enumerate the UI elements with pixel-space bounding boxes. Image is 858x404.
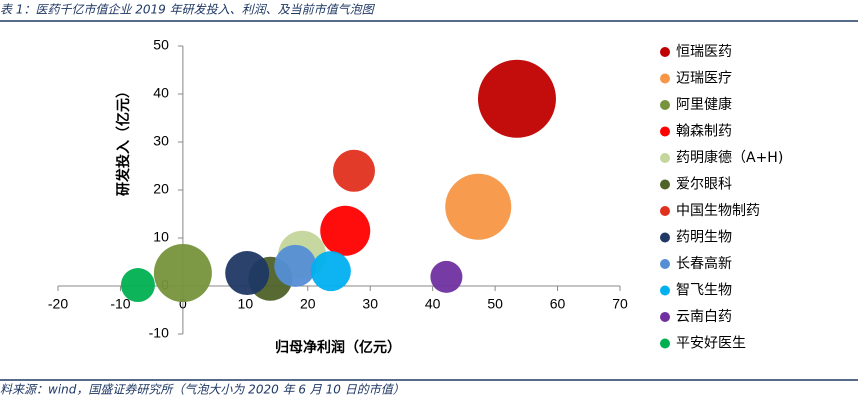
legend-label: 爱尔眼科 bbox=[676, 177, 732, 193]
legend-label: 中国生物制药 bbox=[676, 203, 760, 219]
bubble bbox=[445, 173, 512, 240]
legend-label: 平安好医生 bbox=[676, 336, 746, 352]
legend-swatch bbox=[660, 285, 670, 296]
x-tick-label: 70 bbox=[612, 296, 628, 312]
x-tick-label: 40 bbox=[425, 296, 441, 312]
y-tick-label: 40 bbox=[153, 85, 169, 101]
legend-swatch bbox=[660, 179, 670, 190]
bubble bbox=[477, 59, 556, 138]
x-tick-label: -20 bbox=[48, 296, 68, 312]
legend-label: 恒瑞医药 bbox=[676, 44, 732, 60]
y-tick-label: 50 bbox=[153, 37, 169, 53]
bubble bbox=[332, 149, 375, 192]
bubble bbox=[120, 268, 155, 303]
legend-swatch bbox=[660, 259, 670, 269]
bubble bbox=[225, 251, 270, 296]
bubble bbox=[310, 251, 351, 292]
legend-label: 翰森制药 bbox=[676, 124, 732, 140]
legend-label: 药明生物 bbox=[676, 230, 732, 246]
bubble bbox=[274, 244, 317, 287]
x-tick-label: 30 bbox=[362, 296, 378, 312]
y-tick-label: -10 bbox=[149, 325, 169, 341]
legend-swatch bbox=[660, 100, 670, 110]
legend-swatch bbox=[660, 206, 670, 216]
legend-swatch bbox=[660, 47, 670, 57]
legend-swatch bbox=[660, 126, 670, 137]
x-tick-label: 50 bbox=[487, 296, 503, 312]
bubble bbox=[430, 260, 463, 293]
x-tick-label: 10 bbox=[238, 296, 254, 312]
legend-label: 云南白药 bbox=[676, 309, 732, 325]
y-tick-label: 10 bbox=[153, 229, 169, 245]
x-tick-label: -10 bbox=[110, 296, 130, 312]
y-axis-label: 研发投入（亿元） bbox=[115, 84, 132, 196]
chart-title: 表 1：医药千亿市值企业 2019 年研发投入、利润、及当前市值气泡图 bbox=[0, 3, 376, 17]
legend-swatch bbox=[660, 73, 670, 84]
x-tick-label: 20 bbox=[300, 296, 316, 312]
legend-swatch bbox=[660, 312, 670, 322]
legend-swatch bbox=[660, 338, 670, 349]
x-tick-label: 60 bbox=[550, 296, 566, 312]
source-note: 料来源：wind，国盛证券研究所（气泡大小为 2020 年 6 月 10 日的市… bbox=[0, 383, 405, 397]
legend-swatch bbox=[660, 232, 670, 243]
x-axis-label: 归母净利润（亿元） bbox=[275, 339, 401, 356]
bubble bbox=[320, 205, 371, 256]
y-tick-label: 30 bbox=[153, 133, 169, 149]
legend-label: 阿里健康 bbox=[676, 96, 732, 113]
legend-label: 迈瑞医疗 bbox=[676, 71, 732, 87]
legend-swatch bbox=[660, 153, 670, 163]
bubble bbox=[153, 244, 212, 303]
x-tick-label: 0 bbox=[179, 296, 187, 312]
legend-label: 智飞生物 bbox=[676, 283, 732, 299]
legend-label: 药明康德（A+H) bbox=[676, 149, 783, 166]
legend-label: 长春高新 bbox=[676, 255, 732, 272]
y-tick-label: 20 bbox=[153, 181, 169, 197]
